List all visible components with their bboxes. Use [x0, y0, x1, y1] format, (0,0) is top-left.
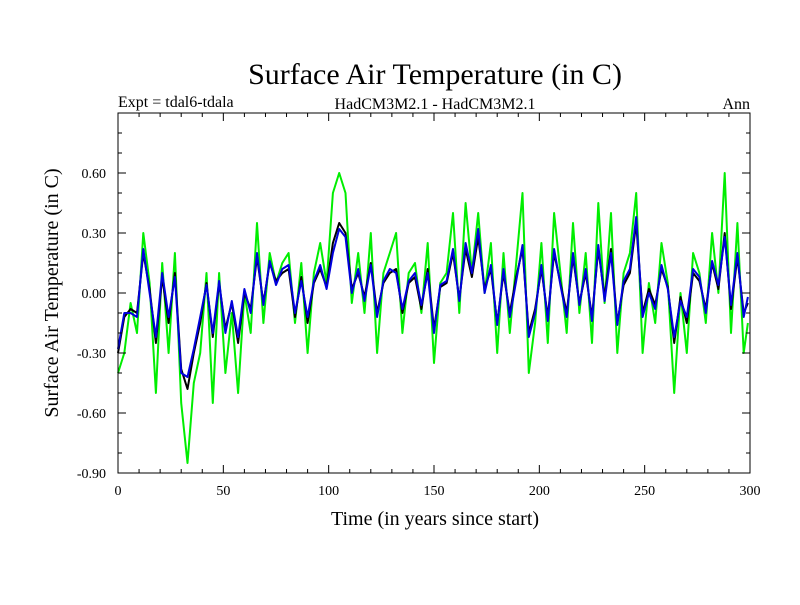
x-tick-label: 300: [740, 484, 761, 499]
season-label: Ann: [722, 96, 750, 113]
ticks-layer: 0 50 100 150 200 250 300 -0.90 -0.60 -0.30 0.00 0.3…: [77, 112, 761, 499]
x-tick-label: 150: [424, 484, 445, 499]
model-label: HadCM3M2.1 - HadCM3M2.1: [335, 96, 536, 113]
y-tick-label: -0.60: [77, 407, 106, 422]
experiment-label: Expt = tdal6-tdala: [118, 94, 234, 111]
plot-frame: [117, 112, 751, 474]
y-tick-label: 0.30: [82, 227, 107, 242]
x-tick-label: 250: [634, 484, 655, 499]
series-line-0: [117, 172, 749, 464]
x-tick-label: 100: [318, 484, 339, 499]
x-tick-label: 0: [115, 484, 122, 499]
x-tick-label: 50: [216, 484, 230, 499]
y-axis-label: Surface Air Temperature (in C): [41, 168, 63, 417]
series-layer: [117, 172, 749, 464]
y-tick-label: -0.30: [77, 347, 106, 362]
x-tick-label: 200: [529, 484, 550, 499]
x-axis-label: Time (in years since start): [331, 508, 539, 530]
chart-title: Surface Air Temperature (in C): [248, 58, 622, 91]
y-tick-label: -0.90: [77, 467, 106, 482]
series-line-2: [117, 216, 749, 378]
y-tick-label: 0.00: [82, 287, 107, 302]
y-tick-label: 0.60: [82, 167, 107, 182]
